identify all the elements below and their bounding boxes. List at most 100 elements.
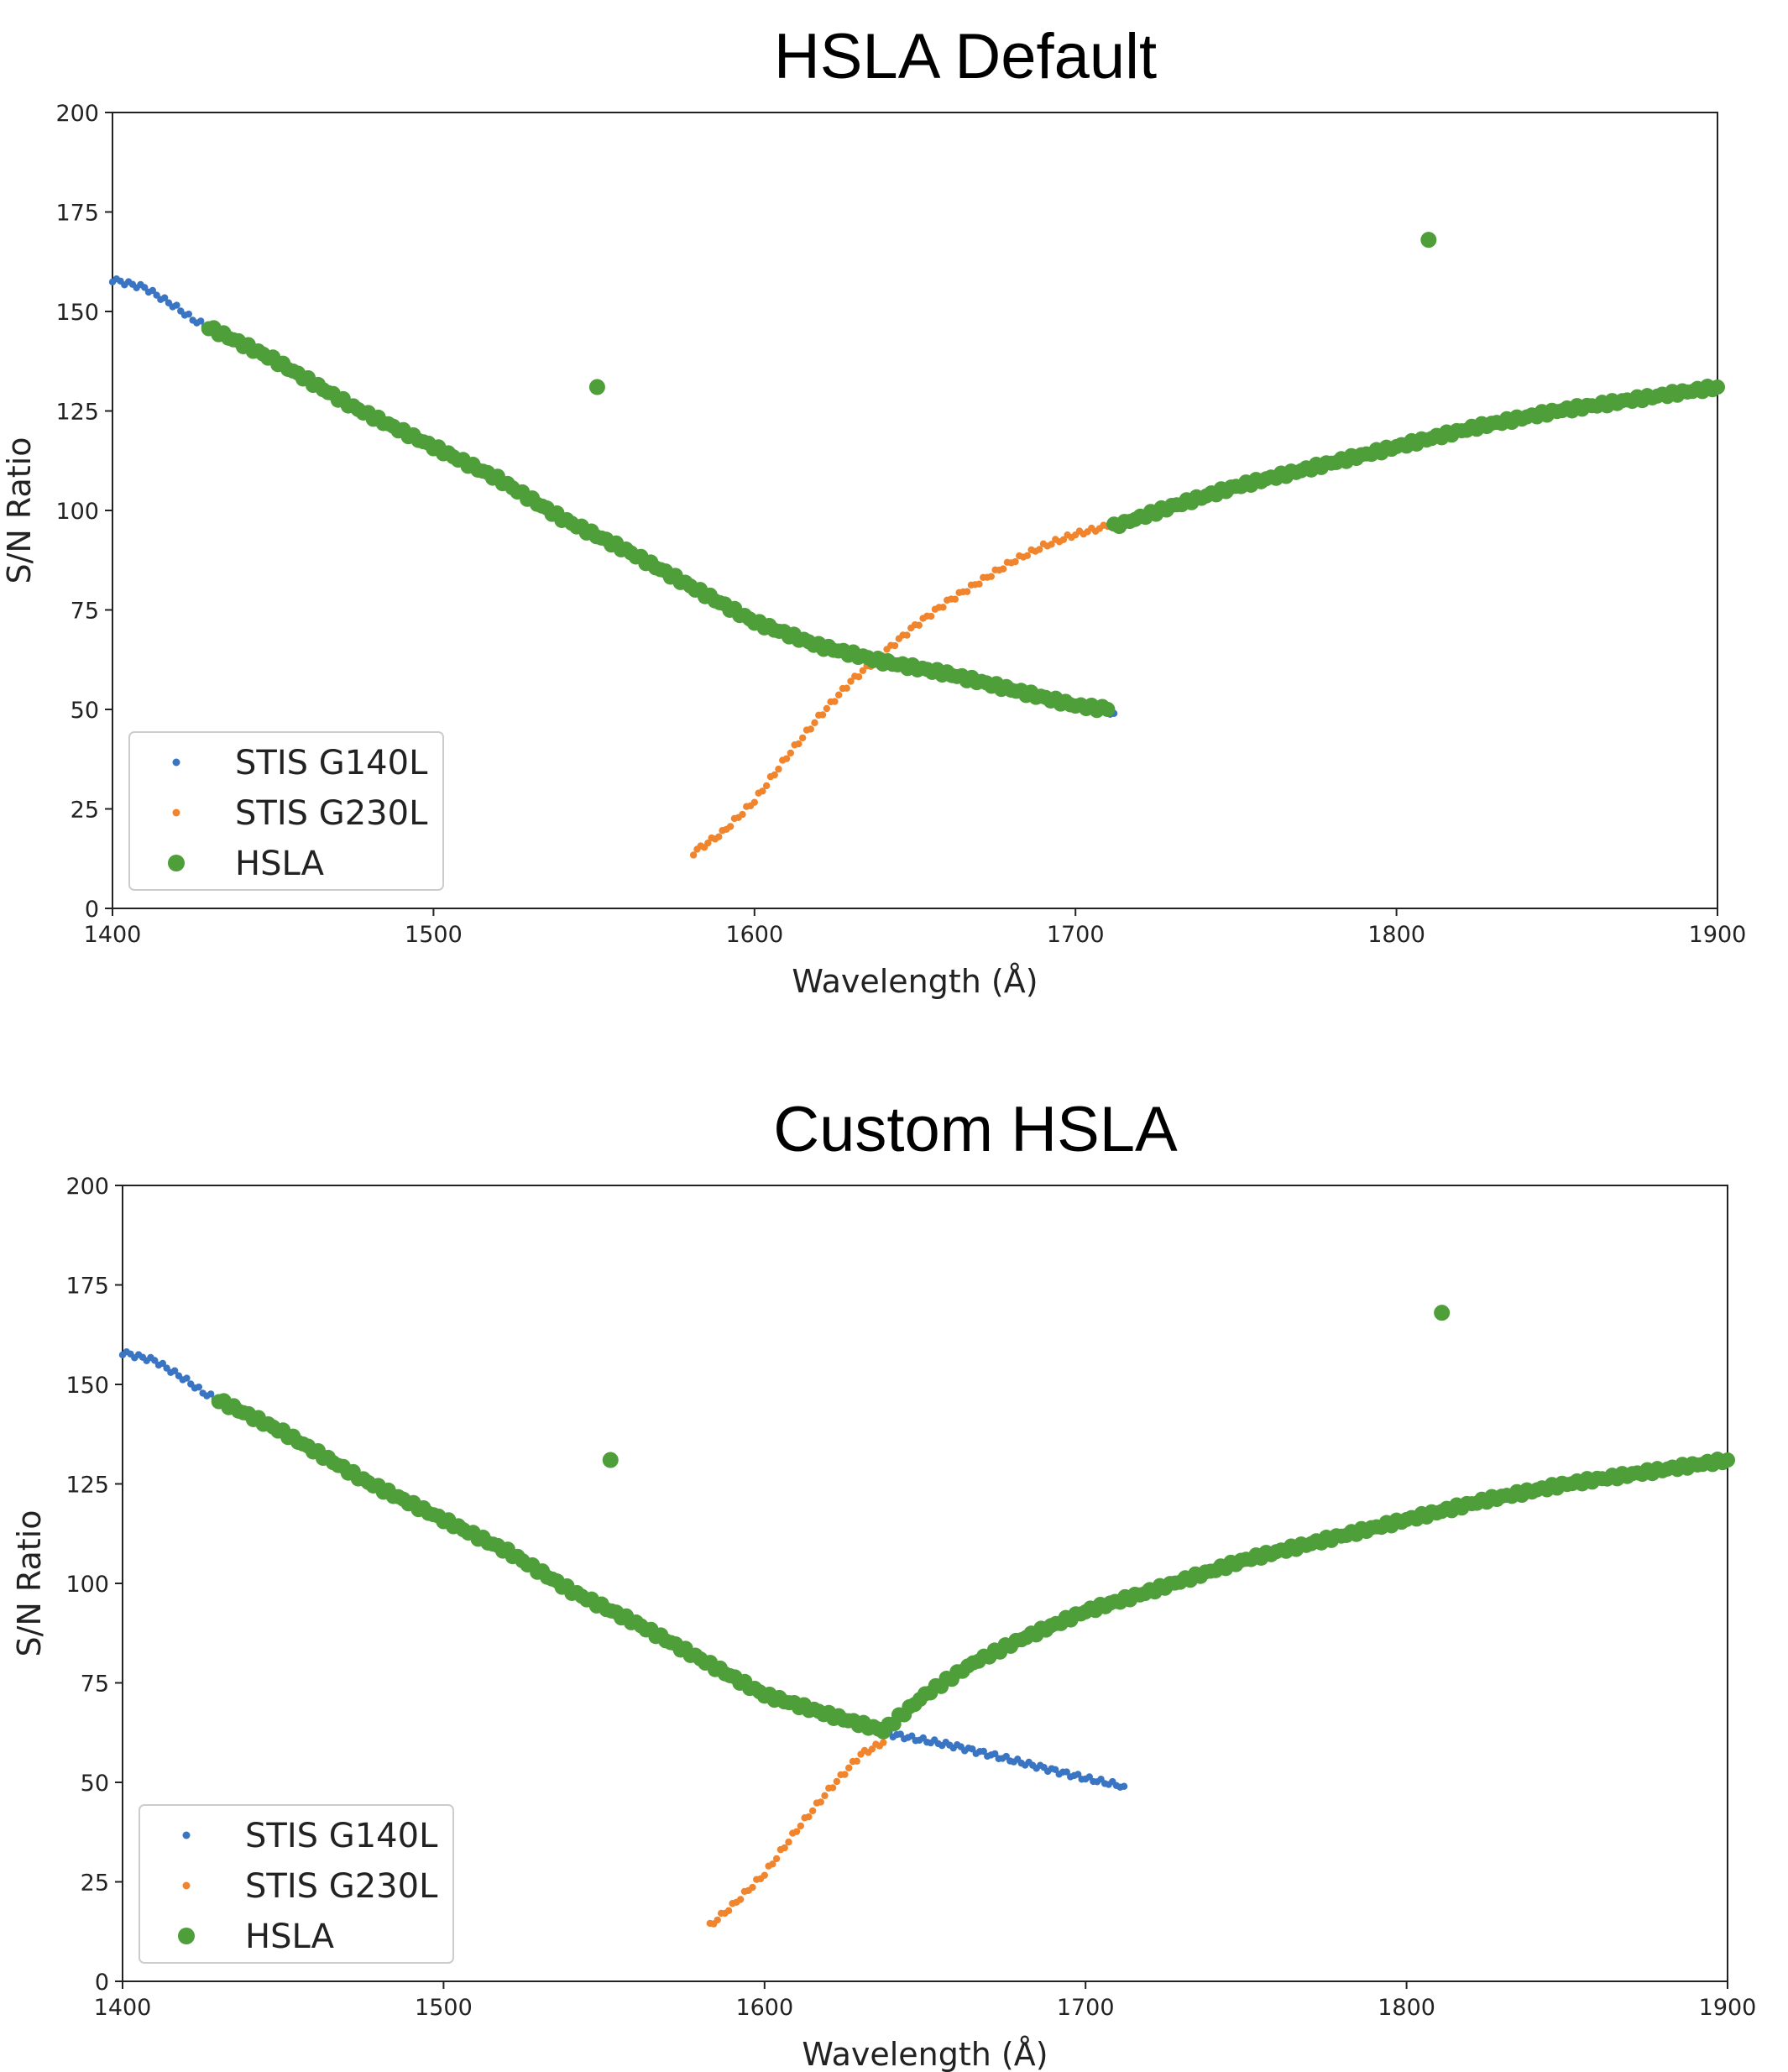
data-point: [183, 1374, 191, 1382]
legend-marker-hsla: [178, 1928, 195, 1944]
x-tick-label-1800: 1800: [1367, 922, 1425, 948]
data-point: [173, 301, 180, 309]
y-tick-label-150: 150: [55, 300, 99, 326]
data-point: [805, 1813, 813, 1821]
x-tick-label-1600: 1600: [735, 1995, 793, 2021]
series-stis-g140l: [108, 275, 1118, 718]
data-point: [207, 1390, 215, 1398]
data-point: [1100, 702, 1116, 717]
data-point: [853, 1757, 860, 1765]
data-point: [772, 1855, 781, 1863]
data-point: [834, 691, 843, 699]
data-point: [880, 1739, 887, 1746]
data-point: [715, 833, 723, 840]
series-hsla: [201, 232, 1725, 719]
data-point: [781, 1844, 788, 1852]
legend-label-stis-g140l: STIS G140L: [245, 1817, 438, 1855]
chart-svg-bottom: Custom HSLA 1400 1500 1600 1700 1800 1900 0 25 50…: [11, 1094, 1756, 2072]
legend-marker-stis-g230l: [172, 808, 180, 817]
data-point: [149, 286, 156, 295]
y-tick-label-75: 75: [71, 599, 99, 625]
data-point: [841, 1771, 849, 1778]
data-point-outlier: [1420, 232, 1437, 249]
data-point: [704, 839, 712, 847]
data-point: [726, 823, 735, 830]
data-point: [927, 612, 935, 620]
data-point: [1063, 1768, 1070, 1776]
legend-marker-stis-g140l: [182, 1831, 191, 1839]
data-point-outlier: [602, 1452, 619, 1468]
data-point: [769, 1860, 776, 1868]
data-point: [833, 1777, 841, 1786]
data-point: [1074, 1771, 1082, 1778]
data-point: [170, 1367, 179, 1374]
data-point: [196, 317, 205, 325]
x-tick-label-1800: 1800: [1378, 1995, 1435, 2021]
series-stis-g230l: [706, 1739, 887, 1928]
y-tick-label-175: 175: [55, 201, 99, 227]
series-stis-g230l: [689, 521, 1111, 859]
legend: STIS G140L STIS G230L HSLA: [128, 731, 444, 891]
data-point: [991, 1750, 999, 1758]
data-point: [795, 740, 803, 748]
y-tick-label-50: 50: [71, 698, 99, 724]
y-tick-label-100: 100: [55, 499, 99, 525]
legend-marker-stis-g140l: [172, 758, 180, 767]
data-point: [891, 641, 899, 650]
data-point: [903, 631, 911, 639]
legend-box: [139, 1804, 454, 1964]
data-point: [855, 672, 863, 681]
y-tick-label-125: 125: [65, 1473, 109, 1499]
data-point-outlier: [1434, 1305, 1451, 1321]
data-point: [771, 771, 778, 779]
y-axis-label: S/N Ratio: [11, 1510, 48, 1657]
legend: STIS G140L STIS G230L HSLA: [139, 1804, 454, 1964]
y-tick-label-25: 25: [81, 1871, 109, 1897]
legend-label-stis-g230l: STIS G230L: [235, 794, 428, 833]
y-tick-label-175: 175: [65, 1274, 109, 1300]
data-point: [915, 621, 923, 629]
data-point: [798, 734, 807, 742]
data-point: [792, 1828, 801, 1835]
data-point-outlier: [588, 379, 605, 395]
y-tick-label-50: 50: [81, 1771, 109, 1797]
chart-custom-hsla: Custom HSLA 1400 1500 1600 1700 1800 1900 0 25 50…: [0, 1036, 1788, 2072]
chart-svg-top: HSLA Default 1400 1500 1600 1700 1800 1900 0 25 5…: [1, 21, 1746, 1000]
data-point: [963, 588, 971, 595]
data-point: [141, 284, 149, 291]
data-point: [689, 851, 698, 859]
data-point: [1035, 546, 1043, 553]
data-point: [939, 604, 947, 611]
chart-hsla-default: HSLA Default 1400 1500 1600 1700 1800 1900 0 25 5…: [1, 21, 1746, 1000]
data-point: [739, 810, 746, 819]
data-point: [1720, 1452, 1735, 1468]
data-point: [1710, 379, 1725, 395]
data-point: [151, 1357, 159, 1364]
y-tick-label-150: 150: [65, 1373, 109, 1399]
data-point: [185, 310, 193, 318]
data-point: [980, 1747, 987, 1755]
data-point: [1023, 552, 1032, 560]
y-tick-label-200: 200: [55, 101, 99, 127]
data-point: [817, 1798, 824, 1806]
x-axis-label: Wavelength (Å): [792, 963, 1038, 1000]
legend-marker-hsla: [168, 855, 185, 871]
x-tick-label-1500: 1500: [405, 922, 463, 948]
x-tick-label-1700: 1700: [1047, 922, 1105, 948]
data-point: [831, 698, 839, 705]
data-point: [807, 725, 814, 733]
data-point: [195, 1383, 203, 1391]
legend-box: [128, 731, 444, 891]
legend-label-stis-g230l: STIS G230L: [245, 1867, 438, 1906]
data-point: [1120, 1782, 1128, 1790]
legend-label-stis-g140l: STIS G140L: [235, 744, 428, 782]
data-point: [847, 678, 855, 685]
legend-label-hsla: HSLA: [235, 845, 325, 883]
data-point: [785, 1838, 792, 1846]
y-tick-label-75: 75: [81, 1672, 109, 1698]
x-axis-label: Wavelength (Å): [802, 2036, 1048, 2072]
data-point: [1059, 536, 1068, 543]
y-axis-label: S/N Ratio: [1, 437, 38, 584]
data-point: [859, 667, 867, 674]
data-point: [797, 1822, 805, 1830]
